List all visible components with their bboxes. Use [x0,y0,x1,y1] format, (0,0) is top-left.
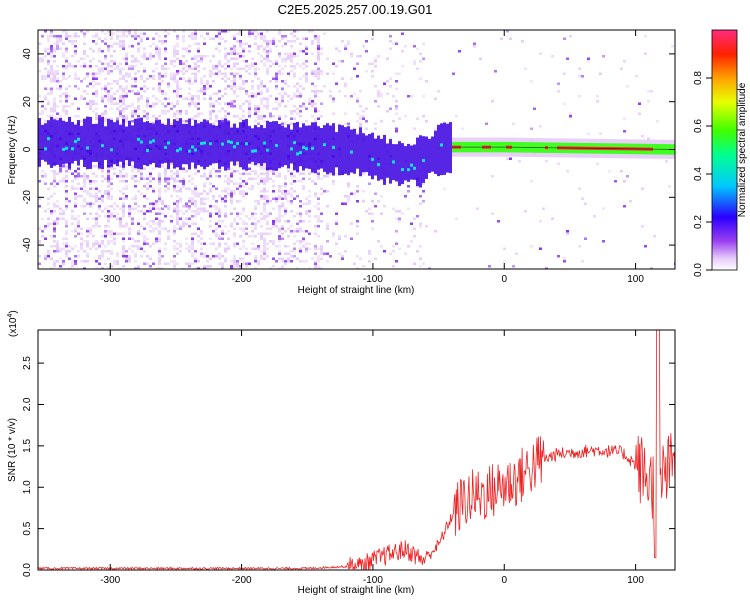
colorbar-tick-label: 0.2 [693,215,704,229]
spectrogram-x-ticks: -300 -200 -100 0 100 [100,30,644,285]
x-tick-label: -200 [232,575,252,586]
colorbar-tick-label: 0.6 [693,119,704,133]
y-tick-label: 2.5 [22,356,33,370]
spectrogram-y-ticks: -40 -20 0 20 40 [22,48,675,252]
colorbar [712,30,737,270]
colorbar-ticks: 0.0 0.2 0.4 0.6 0.8 [693,71,712,277]
x-tick-label: -100 [363,274,383,285]
x-tick-label: 100 [627,274,644,285]
snr-y-ticks: 0.0 0.5 1.0 1.5 2.0 2.5 [22,356,675,577]
x-tick-label: 100 [627,575,644,586]
x-tick-label: 0 [501,274,507,285]
y-tick-label: 0.0 [22,563,33,577]
y-tick-label: 0 [22,146,33,152]
x-tick-label: -200 [232,274,252,285]
y-tick-label: -20 [22,190,33,205]
colorbar-tick-label: 0.0 [693,263,704,277]
x-tick-label: -300 [100,274,120,285]
x-tick-label: 0 [501,575,507,586]
x-tick-label: -100 [363,575,383,586]
colorbar-tick-label: 0.8 [693,71,704,85]
y-tick-label: 1.0 [22,480,33,494]
snr-y-label: SNR (10 * v/v) [7,418,18,482]
snr-y-multiplier: (x104) [7,310,19,337]
spectrogram-x-label: Height of straight line (km) [298,285,415,296]
y-tick-label: 2.0 [22,397,33,411]
colorbar-tick-label: 0.4 [693,167,704,181]
snr-frame [37,329,676,571]
snr-series-line [38,330,675,570]
y-tick-label: 0.5 [22,521,33,535]
spectrogram-cells [38,30,675,269]
x-tick-label: -300 [100,575,120,586]
snr-x-ticks: -300 -200 -100 0 100 [100,330,644,586]
chart-title: C2E5.2025.257.00.19.G01 [278,2,433,17]
y-tick-label: -40 [22,237,33,252]
snr-panel: -300 -200 -100 0 100 0.0 0.5 1.0 1.5 2.0 2.5 Heig… [7,310,676,596]
y-tick-label: 1.5 [22,438,33,452]
y-tick-label: 20 [22,96,33,108]
colorbar-label: Normalized spectral amplitude [737,82,748,217]
spectrogram-y-label: Frequency (Hz) [7,116,18,185]
y-tick-label: 40 [22,48,33,60]
colorbar-frame [711,29,738,271]
snr-x-label: Height of straight line (km) [298,585,415,596]
